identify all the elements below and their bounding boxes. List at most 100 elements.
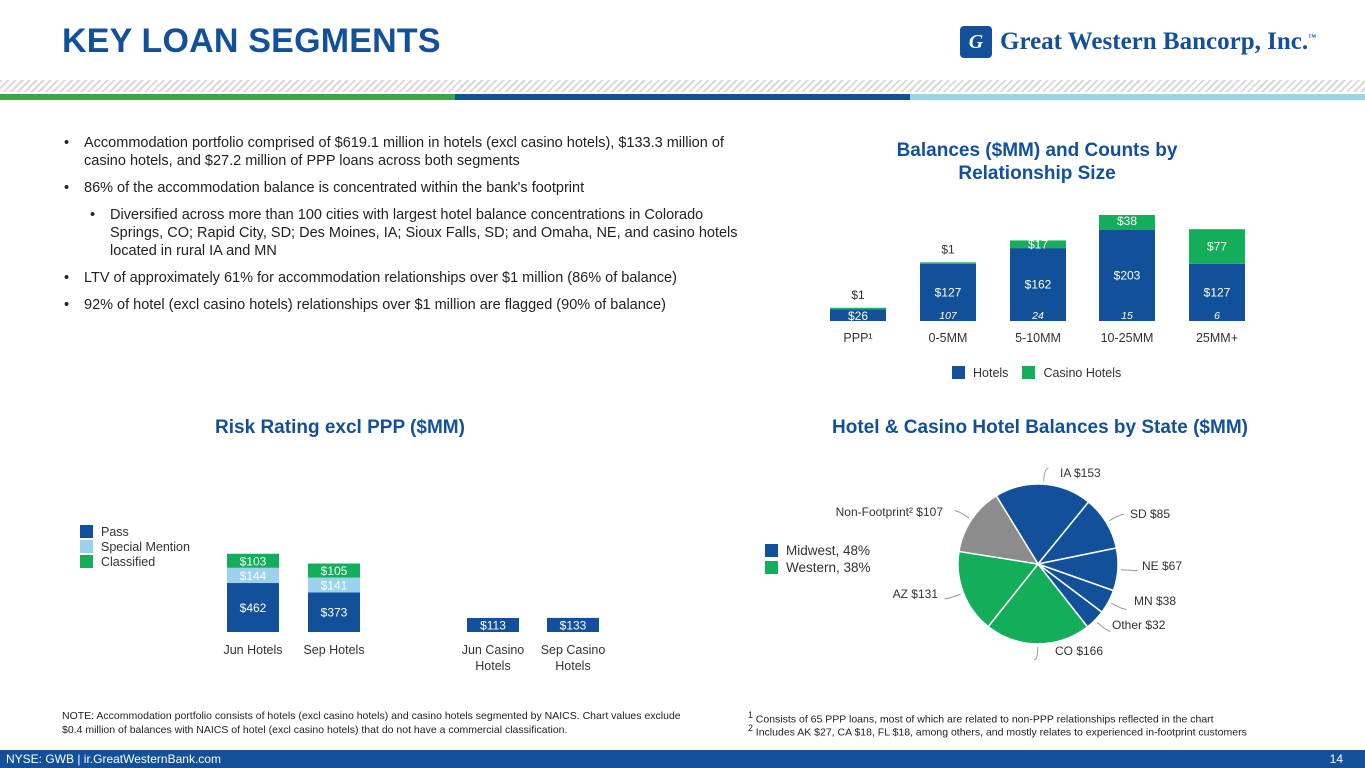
bullet-item: 92% of hotel (excl casino hotels) relati… (62, 296, 742, 314)
bullet-item: LTV of approximately 61% for accommodati… (62, 269, 742, 287)
data-label-casino-hotels: $38 (1117, 215, 1137, 228)
legend-swatch-pass (80, 525, 93, 538)
data-label-count: 15 (1121, 310, 1133, 322)
bar-hotels (920, 263, 976, 321)
bullet-item: 86% of the accommodation balance is conc… (62, 179, 742, 197)
footer-ticker-link[interactable]: NYSE: GWB | ir.GreatWesternBank.com (6, 752, 221, 766)
bar-pass (227, 583, 279, 632)
bar-pass (467, 618, 519, 632)
pie-label: SD $85 (1130, 507, 1170, 521)
bar-casino-hotels (1189, 229, 1245, 264)
legend-label-midwest: Midwest, 48% (786, 543, 871, 558)
leader-line (1096, 621, 1111, 632)
x-tick-label: 5-10MM (1015, 331, 1061, 345)
legend-swatch-midwest (765, 544, 778, 557)
risk-chart-title: Risk Rating excl PPP ($MM) (215, 417, 465, 438)
data-label-casino-hotels: $1 (941, 242, 955, 256)
legend-label-pass: Pass (101, 524, 129, 539)
relationship-chart-legend: Hotels Casino Hotels (952, 365, 1121, 380)
legend-label-classified: Classified (101, 554, 156, 569)
bar-casino-hotels (1099, 215, 1155, 230)
leader-line (1033, 646, 1039, 661)
x-tick-label: 10-25MM (1101, 331, 1154, 345)
legend-swatch-western (765, 561, 778, 574)
footnote-2-mark: 2 (748, 723, 753, 733)
bar-special-mention (227, 567, 279, 584)
page-number: 14 (1329, 752, 1343, 766)
leader-line (944, 593, 961, 600)
data-label-casino-hotels: $77 (1207, 240, 1227, 254)
pie-slice (995, 483, 1090, 566)
legend-swatch-classified (80, 555, 93, 568)
x-tick-label: PPP¹ (843, 331, 872, 345)
data-label-classified: $105 (321, 564, 348, 578)
x-tick-label: Hotels (555, 659, 590, 673)
data-label-hotels: $162 (1025, 278, 1052, 292)
data-label-hotels: $26 (848, 309, 868, 323)
leader-line (1120, 569, 1138, 572)
bar-pass (308, 592, 360, 632)
legend-label-special-mention: Special Mention (101, 539, 190, 554)
pie-slice (957, 550, 1040, 628)
pie-label: NE $67 (1142, 559, 1182, 573)
note-left: NOTE: Accommodation portfolio consists o… (62, 710, 681, 736)
data-label-pass: $113 (480, 619, 506, 633)
bar-hotels (1189, 263, 1245, 321)
bar-hotels (830, 309, 886, 321)
legend-label-western: Western, 38% (786, 560, 871, 575)
legend-swatch-hotels (952, 366, 965, 379)
pie-label: IA $153 (1060, 466, 1101, 480)
leader-line (954, 510, 970, 519)
data-label-classified: $103 (240, 554, 267, 568)
footnote-1-mark: 1 (748, 710, 753, 720)
data-label-pass: $373 (321, 606, 348, 620)
data-label-hotels: $127 (935, 285, 962, 299)
data-label-casino-hotels: $1 (851, 288, 865, 302)
bar-special-mention (308, 577, 360, 593)
bar-casino-hotels (920, 262, 976, 264)
data-label-count: 6 (1214, 310, 1220, 322)
legend-label-casino-hotels: Casino Hotels (1043, 365, 1122, 380)
x-tick-label: Sep Hotels (303, 643, 364, 657)
data-label-pass: $462 (240, 601, 267, 615)
footer-bar: NYSE: GWB | ir.GreatWesternBank.com 14 (0, 750, 1365, 768)
header-hatch-divider (0, 80, 1365, 92)
relationship-size-chart: $26 $1 PPP¹ $127 $1 107 0-5MM $162 $17 24 5-10MM $2… (830, 215, 1245, 345)
leader-line (1108, 513, 1125, 522)
bar-classified (308, 563, 360, 578)
bar-casino-hotels (1010, 240, 1066, 249)
footnote-2: 2 Includes AK $27, CA $18, FL $18, among… (748, 721, 1348, 740)
data-label-hotels: $203 (1114, 268, 1141, 282)
data-label-hotels: $127 (1204, 285, 1231, 299)
header-band-blue (455, 94, 910, 100)
footnote-1: 1 Consists of 65 PPP loans, most of whic… (748, 708, 1348, 727)
header-band-green (0, 94, 455, 100)
x-tick-label: 0-5MM (929, 331, 968, 345)
relationship-chart-title: Balances ($MM) and Counts by Relationshi… (896, 140, 1178, 184)
logo-icon: G (960, 26, 992, 58)
bullet-subitem: Diversified across more than 100 cities … (62, 206, 742, 260)
data-label-special-mention: $141 (321, 578, 348, 592)
leader-line (1110, 602, 1127, 610)
data-label-casino-hotels: $17 (1028, 237, 1048, 251)
pie-label: Other $32 (1112, 618, 1166, 632)
legend-swatch-casino-hotels (1022, 366, 1036, 379)
data-label-special-mention: $144 (240, 569, 267, 583)
bar-hotels (1010, 248, 1066, 321)
pie-label: Non-Footprint² $107 (836, 505, 944, 519)
data-label-count: 107 (939, 310, 958, 322)
pie-label: AZ $131 (893, 587, 939, 601)
data-label-count: 24 (1031, 310, 1044, 322)
risk-rating-chart: $462 $144$103 Jun Hotels $373 $141$105 Sep Ho… (223, 553, 605, 673)
risk-chart-legend: Pass Special Mention Classified (80, 524, 190, 569)
bar-pass (547, 617, 599, 632)
footnote-2-text: Includes AK $27, CA $18, FL $18, among o… (755, 726, 1247, 739)
bar-classified (227, 553, 279, 568)
pie-label: MN $38 (1134, 594, 1176, 608)
x-tick-label: 25MM+ (1196, 331, 1238, 345)
state-chart-title: Hotel & Casino Hotel Balances by State (… (832, 417, 1248, 438)
bullet-item: Accommodation portfolio comprised of $61… (62, 134, 742, 170)
state-chart-legend: Midwest, 48% Western, 38% (765, 542, 871, 576)
state-pie-chart: IA $153 SD $85 NE $67 MN $38 Other $32 CO $16… (836, 466, 1182, 661)
bar-hotels (1099, 229, 1155, 321)
